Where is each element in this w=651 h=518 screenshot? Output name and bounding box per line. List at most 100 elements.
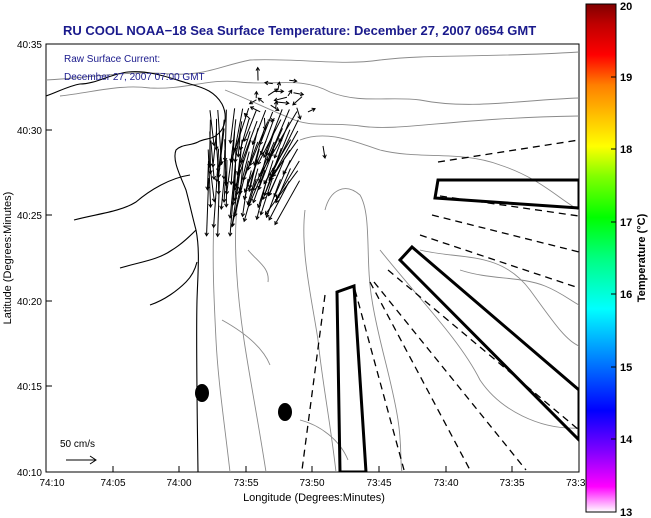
- current-vector: [262, 170, 275, 200]
- current-vector: [243, 141, 259, 180]
- current-vector: [247, 168, 259, 205]
- current-vector-head: [246, 166, 251, 171]
- current-vector: [250, 106, 261, 113]
- current-vector: [267, 119, 274, 121]
- current-vector: [209, 131, 212, 174]
- current-vector: [243, 109, 257, 142]
- radial-line: [387, 269, 579, 431]
- colorbar-tick-label: 17: [620, 217, 632, 229]
- colorbar-tick-label: 14: [620, 434, 633, 446]
- current-vector-head: [311, 107, 316, 112]
- current-vector: [206, 160, 210, 190]
- current-vector-head: [285, 100, 290, 106]
- current-vector-head: [211, 175, 217, 181]
- current-vector: [274, 121, 290, 158]
- colorbar-tick-label: 20: [620, 1, 632, 13]
- current-vector: [231, 178, 243, 227]
- current-vector: [220, 179, 225, 210]
- bathymetry-contour: [299, 135, 579, 211]
- current-vector: [253, 129, 265, 166]
- chart-title: RU COOL NOAA−18 Sea Surface Temperature:…: [63, 23, 536, 38]
- current-vector-head: [262, 126, 268, 131]
- bathymetry-contour: [59, 80, 579, 105]
- current-vector: [276, 101, 289, 104]
- current-vector: [218, 119, 225, 167]
- y-tick-label: 40:15: [17, 382, 42, 393]
- current-vector-head: [238, 146, 244, 151]
- current-vector: [225, 159, 228, 207]
- current-vector-head: [280, 89, 285, 94]
- bathymetry-contour: [46, 51, 579, 81]
- current-vector: [267, 109, 290, 161]
- current-vector-head: [229, 180, 234, 186]
- radial-line: [373, 281, 527, 471]
- current-vector-head: [224, 203, 229, 208]
- colorbar-tick-label: 15: [620, 362, 632, 374]
- current-vector: [296, 107, 301, 120]
- current-vector: [243, 178, 257, 222]
- bathymetry-contour: [324, 188, 403, 472]
- current-vector-head: [263, 80, 269, 86]
- map-layer: [46, 51, 579, 472]
- current-vector-head: [247, 184, 253, 189]
- station-marker: [278, 403, 292, 421]
- current-vector: [213, 171, 219, 228]
- current-vector: [252, 169, 266, 203]
- bathymetry-contour: [221, 319, 271, 366]
- current-vector: [231, 169, 241, 227]
- current-vector-head: [248, 100, 254, 105]
- x-tick-label: 74:10: [39, 478, 64, 489]
- current-vector: [272, 119, 299, 172]
- current-vector: [229, 179, 236, 236]
- current-vector-head: [299, 91, 305, 97]
- bathymetry-contour: [303, 209, 337, 472]
- current-vector: [269, 128, 283, 158]
- current-vector: [258, 148, 275, 190]
- current-vector-head: [276, 81, 282, 86]
- current-vector-head: [293, 78, 298, 84]
- radial-line: [419, 234, 579, 289]
- current-vector-head: [288, 89, 293, 94]
- current-vector-head: [255, 215, 260, 221]
- current-vector: [274, 180, 300, 225]
- current-vector-head: [249, 106, 255, 111]
- current-vector: [229, 108, 236, 144]
- current-vector-head: [255, 66, 261, 71]
- current-vector: [206, 177, 210, 236]
- current-vector: [248, 148, 260, 189]
- colorbar-tick-label: 19: [620, 72, 632, 84]
- x-tick-label: 74:00: [166, 478, 191, 489]
- current-vector: [234, 150, 242, 201]
- current-vector: [207, 149, 212, 208]
- current-vector: [263, 109, 283, 158]
- current-vector: [292, 96, 303, 106]
- y-tick-label: 40:10: [17, 468, 42, 479]
- current-vector-head: [297, 115, 302, 120]
- current-vector: [307, 108, 316, 113]
- y-axis: 40:10 40:15 40:20 40:25 40:30 40:35 Lati…: [2, 40, 52, 479]
- survey-box-lower: [335, 283, 368, 472]
- inlet-shoreline: [119, 229, 197, 269]
- current-vector-head: [211, 223, 216, 229]
- current-vector: [248, 159, 258, 192]
- current-vector-head: [282, 170, 287, 175]
- current-vector-head: [259, 211, 264, 216]
- x-axis-label: Longitude (Degrees:Minutes): [243, 492, 385, 504]
- current-vector: [217, 180, 220, 237]
- survey-box-upper: [433, 178, 579, 210]
- x-axis: 74:10 74:05 74:00 73:55 73:50 73:45 73:4…: [39, 466, 586, 504]
- current-vector-head: [236, 153, 241, 158]
- current-vector: [268, 181, 290, 221]
- current-vector: [234, 160, 250, 217]
- bathymetry-contour: [235, 199, 267, 472]
- current-vector: [234, 108, 244, 151]
- current-vector: [267, 169, 281, 196]
- colorbar-tick-label: 13: [620, 507, 632, 518]
- colorbar-tick-label: 16: [620, 289, 632, 301]
- current-vector: [265, 170, 299, 215]
- current-vector-head: [252, 198, 257, 204]
- x-tick-label: 73:50: [299, 478, 324, 489]
- current-vector: [264, 82, 273, 85]
- x-tick-label: 73:35: [499, 478, 524, 489]
